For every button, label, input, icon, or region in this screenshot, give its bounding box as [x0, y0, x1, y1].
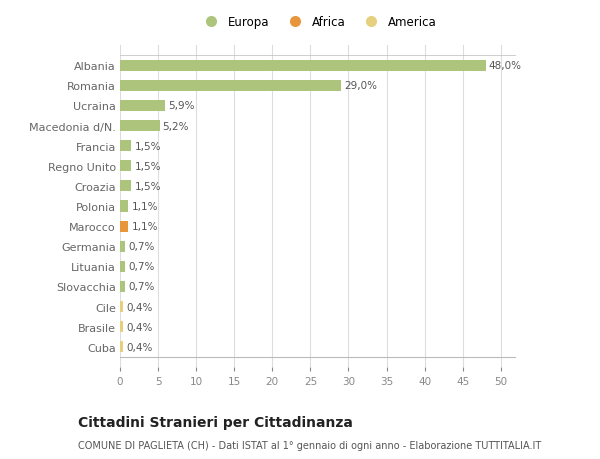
Text: 5,9%: 5,9% [168, 101, 194, 111]
Bar [120, 341, 123, 353]
Bar [120, 121, 160, 132]
Text: 1,1%: 1,1% [131, 222, 158, 232]
Bar [120, 141, 131, 152]
Text: 48,0%: 48,0% [488, 61, 521, 71]
Bar [120, 321, 123, 332]
Text: 0,4%: 0,4% [126, 302, 152, 312]
Text: 0,4%: 0,4% [126, 342, 152, 352]
Bar [120, 261, 125, 272]
Legend: Europa, Africa, America: Europa, Africa, America [199, 17, 437, 29]
Text: 1,5%: 1,5% [134, 162, 161, 171]
Text: 5,2%: 5,2% [163, 121, 189, 131]
Text: 0,7%: 0,7% [128, 282, 155, 292]
Bar [120, 221, 128, 232]
Text: 1,5%: 1,5% [134, 181, 161, 191]
Bar [120, 81, 341, 92]
Text: Cittadini Stranieri per Cittadinanza: Cittadini Stranieri per Cittadinanza [78, 415, 353, 429]
Bar [120, 281, 125, 292]
Text: 1,5%: 1,5% [134, 141, 161, 151]
Text: 29,0%: 29,0% [344, 81, 377, 91]
Text: 0,7%: 0,7% [128, 262, 155, 272]
Text: 0,4%: 0,4% [126, 322, 152, 332]
Text: 1,1%: 1,1% [131, 202, 158, 212]
Bar [120, 302, 123, 313]
Bar [120, 161, 131, 172]
Bar [120, 61, 485, 72]
Text: 0,7%: 0,7% [128, 242, 155, 252]
Text: COMUNE DI PAGLIETA (CH) - Dati ISTAT al 1° gennaio di ogni anno - Elaborazione T: COMUNE DI PAGLIETA (CH) - Dati ISTAT al … [78, 440, 541, 450]
Bar [120, 241, 125, 252]
Bar [120, 201, 128, 212]
Bar [120, 181, 131, 192]
Bar [120, 101, 165, 112]
